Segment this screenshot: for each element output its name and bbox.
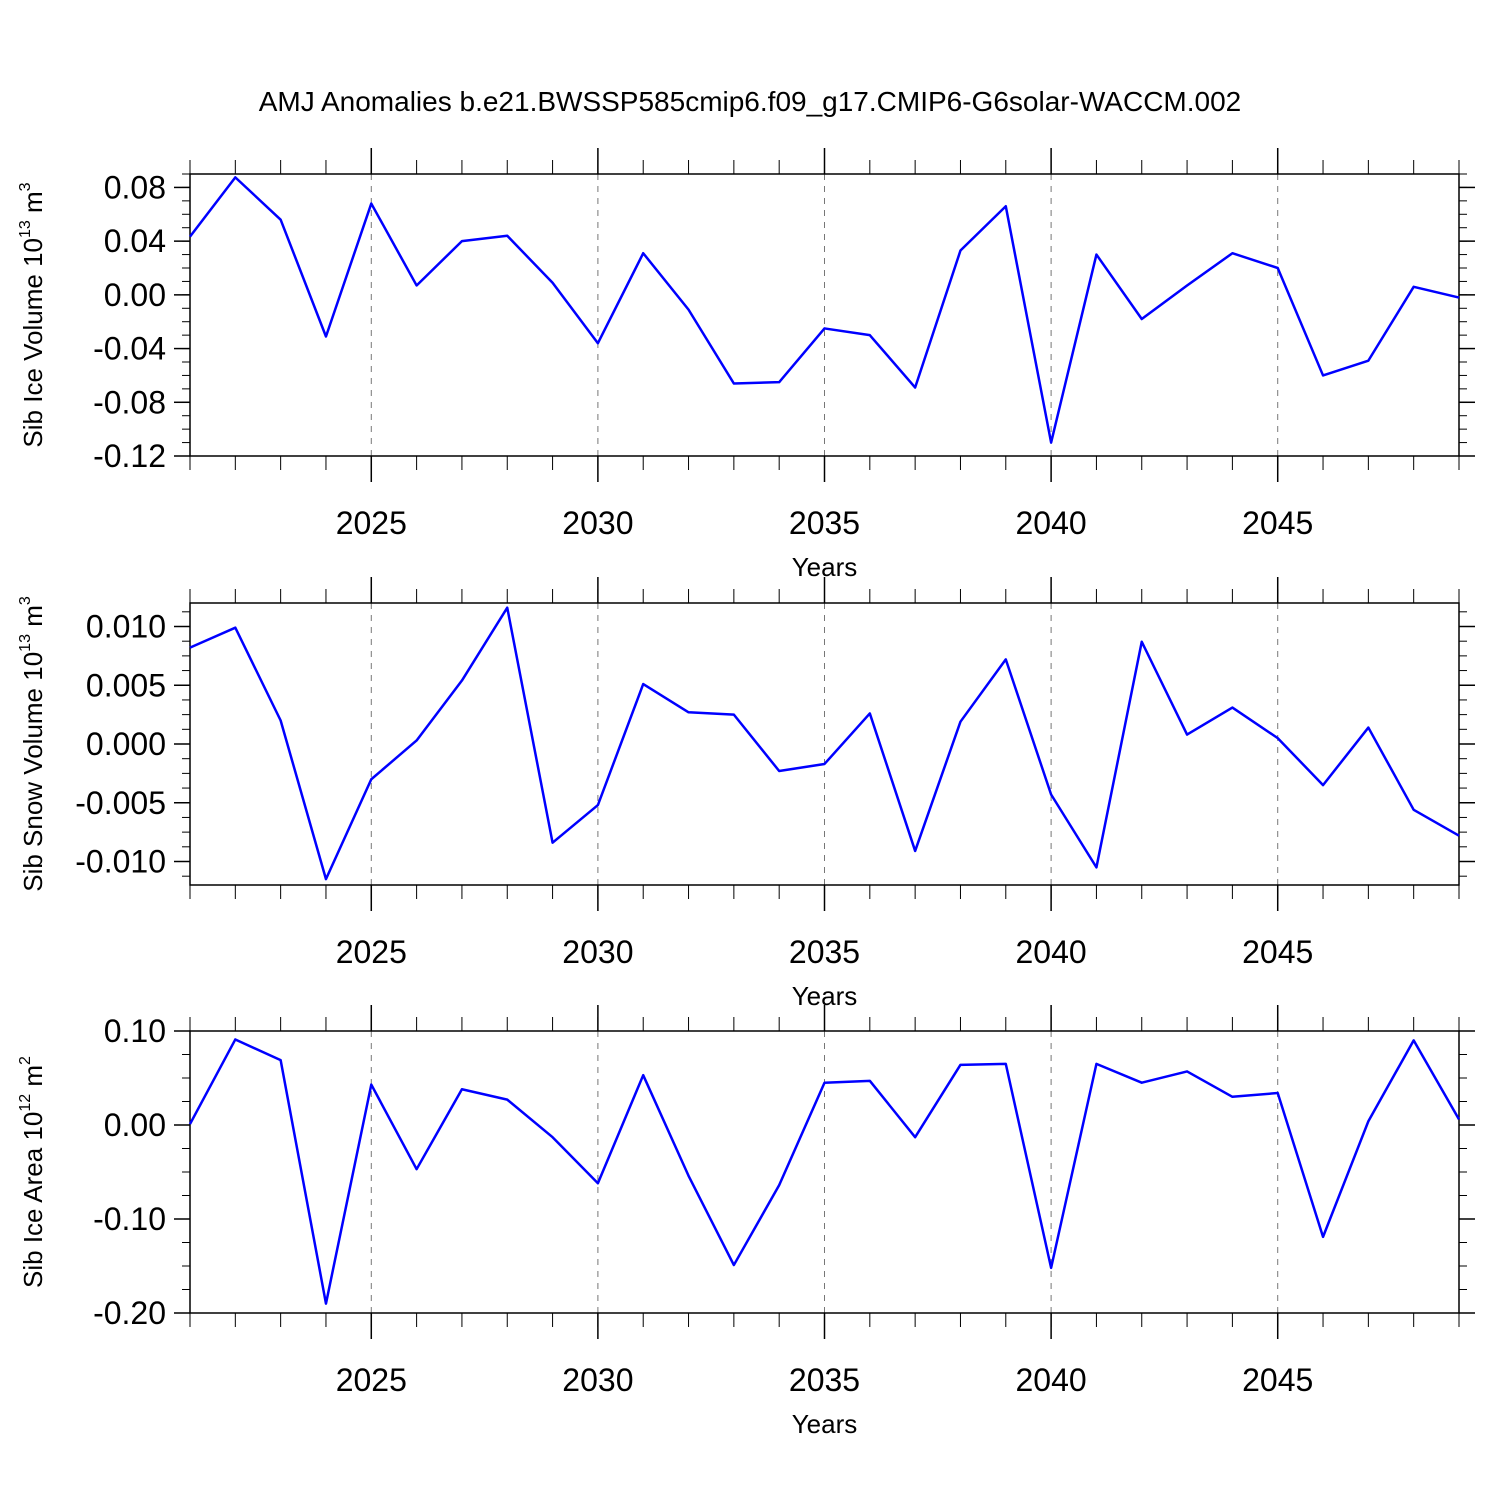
y-tick-label: -0.04 [93, 331, 166, 367]
x-tick-label: 2025 [336, 505, 407, 541]
y-label-text: m [18, 191, 48, 220]
x-tick-label: 2035 [789, 1362, 860, 1398]
y-label-superscript: 13 [17, 220, 34, 238]
y-label-text: Sib Ice Area 10 [18, 1112, 48, 1288]
y-tick-label: -0.010 [75, 844, 166, 880]
data-line [189, 176, 1460, 444]
x-tick-label: 2040 [1016, 1362, 1087, 1398]
y-tick-label: 0.00 [104, 277, 166, 313]
y-tick-label: -0.20 [93, 1295, 166, 1331]
plot-frame [189, 173, 1460, 457]
x-tick-label: 2030 [562, 1362, 633, 1398]
x-tick-label: 2045 [1242, 1362, 1313, 1398]
x-tick-label: 2025 [336, 1362, 407, 1398]
y-label-superscript: 2 [17, 1056, 34, 1065]
x-axis-label: Years [792, 1409, 858, 1439]
x-tick-label: 2025 [336, 934, 407, 970]
x-tick-label: 2035 [789, 505, 860, 541]
plot-frame [189, 602, 1460, 886]
y-tick-label: 0.10 [104, 1013, 166, 1049]
y-label-text: m [18, 605, 48, 634]
y-label-superscript: 3 [17, 596, 34, 605]
y-tick-label: 0.00 [104, 1107, 166, 1143]
data-line [189, 606, 1460, 881]
y-label-text: m [18, 1065, 48, 1094]
y-tick-label: 0.010 [86, 609, 166, 645]
y-label-text: Sib Ice Volume 10 [18, 238, 48, 448]
x-tick-label: 2045 [1242, 505, 1313, 541]
x-tick-label: 2040 [1016, 505, 1087, 541]
y-axis-label: Sib Ice Area 1012 m2 [17, 1056, 48, 1288]
chart-title: AMJ Anomalies b.e21.BWSSP585cmip6.f09_g1… [259, 86, 1242, 117]
x-tick-label: 2045 [1242, 934, 1313, 970]
plot-frame [189, 1030, 1460, 1314]
x-tick-label: 2030 [562, 934, 633, 970]
y-tick-label: -0.10 [93, 1201, 166, 1237]
y-tick-label: 0.04 [104, 223, 166, 259]
x-tick-label: 2030 [562, 505, 633, 541]
data-line [188, 1038, 1461, 1305]
y-label-superscript: 13 [17, 634, 34, 652]
y-label-superscript: 12 [17, 1094, 34, 1112]
y-axis-label: Sib Snow Volume 1013 m3 [17, 596, 48, 892]
x-tick-label: 2035 [789, 934, 860, 970]
y-label-superscript: 3 [17, 182, 34, 191]
y-tick-label: -0.12 [93, 438, 166, 474]
y-axis-label: Sib Ice Volume 1013 m3 [17, 182, 48, 447]
y-tick-label: -0.005 [75, 785, 166, 821]
x-tick-label: 2040 [1016, 934, 1087, 970]
y-label-text: Sib Snow Volume 10 [18, 652, 48, 892]
y-tick-label: -0.08 [93, 384, 166, 420]
y-tick-label: 0.000 [86, 726, 166, 762]
y-tick-label: 0.08 [104, 169, 166, 205]
y-tick-label: 0.005 [86, 667, 166, 703]
